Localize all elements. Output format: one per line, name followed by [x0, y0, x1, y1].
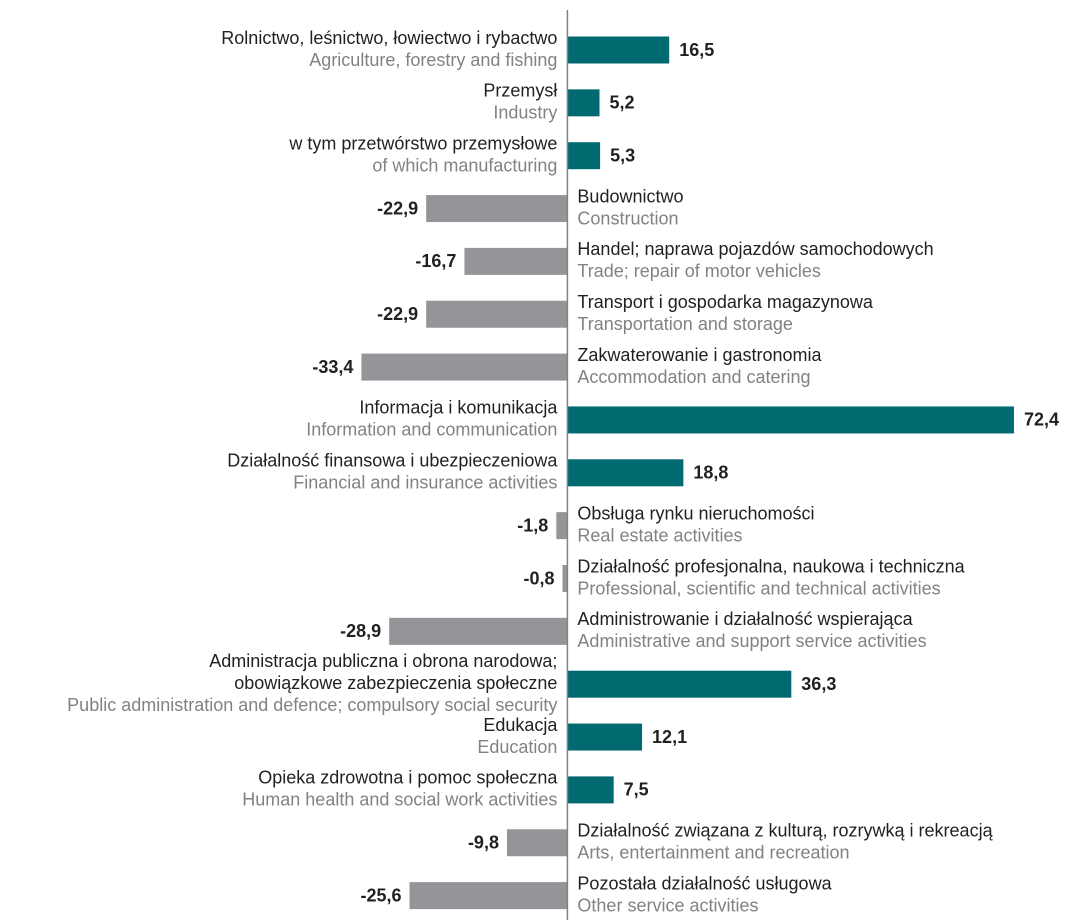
category-label-en: Agriculture, forestry and fishing: [309, 50, 557, 70]
bar: [361, 353, 568, 381]
category-label-en: Other service activities: [577, 895, 758, 915]
category-label: Administrowanie i działalność wspierając…: [577, 609, 913, 629]
category-label: Edukacja: [483, 715, 558, 735]
value-label: 72,4: [1024, 410, 1059, 430]
category-label: Zakwaterowanie i gastronomia: [577, 345, 822, 365]
bar: [506, 829, 568, 857]
category-label-en: Financial and insurance activities: [293, 473, 557, 493]
category-label-en: Education: [477, 737, 557, 757]
category-label: Pozostała działalność usługowa: [577, 873, 832, 893]
category-label-en: Professional, scientific and technical a…: [577, 578, 940, 598]
value-label: 5,2: [609, 93, 634, 113]
category-label: Przemysł: [483, 81, 557, 101]
bar: [464, 247, 568, 275]
value-label: -9,8: [468, 833, 499, 853]
bar: [567, 776, 614, 804]
category-label-en: Industry: [493, 103, 557, 123]
bar: [567, 142, 601, 170]
category-label-en: Construction: [577, 208, 678, 228]
bar: [556, 512, 568, 540]
category-label: Działalność związana z kulturą, rozrywką…: [577, 821, 993, 841]
category-label: Rolnictwo, leśnictwo, łowiectwo i rybact…: [221, 28, 557, 48]
value-label: -25,6: [360, 885, 401, 905]
category-label: Budownictwo: [577, 186, 683, 206]
value-label: -0,8: [523, 568, 554, 588]
bar: [567, 670, 792, 698]
bar: [567, 723, 643, 751]
value-label: 12,1: [652, 727, 687, 747]
category-label-en: Accommodation and catering: [577, 367, 810, 387]
category-label-en: Information and communication: [306, 420, 557, 440]
category-label-en: Public administration and defence; compu…: [67, 695, 557, 715]
value-label: 18,8: [693, 463, 728, 483]
category-label-en: Administrative and support service activ…: [577, 631, 926, 651]
category-label-en: Transportation and storage: [577, 314, 792, 334]
value-label: -22,9: [377, 198, 418, 218]
category-label: Obsługa rynku nieruchomości: [577, 503, 814, 523]
category-label: Działalność finansowa i ubezpieczeniowa: [227, 451, 558, 471]
category-label: Administracja publiczna i obrona narodow…: [209, 651, 557, 671]
value-label: 36,3: [801, 674, 836, 694]
value-label: -16,7: [415, 251, 456, 271]
bar: [567, 459, 684, 487]
bar: [409, 882, 568, 910]
category-label-en: Trade; repair of motor vehicles: [577, 261, 820, 281]
bar: [567, 406, 1014, 434]
category-label-en: Human health and social work activities: [242, 790, 557, 810]
category-label: Informacja i komunikacja: [359, 398, 558, 418]
category-label: w tym przetwórstwo przemysłowe: [288, 133, 557, 153]
category-label-en: Real estate activities: [577, 525, 742, 545]
category-label-en: Arts, entertainment and recreation: [577, 843, 849, 863]
bar: [426, 195, 568, 223]
category-label-en: of which manufacturing: [372, 155, 557, 175]
bar: [562, 565, 568, 592]
category-label: Opieka zdrowotna i pomoc społeczna: [258, 768, 558, 788]
bar: [567, 36, 670, 64]
value-label: 7,5: [624, 780, 649, 800]
value-label: -28,9: [340, 621, 381, 641]
value-label: 16,5: [679, 40, 714, 60]
category-label: Handel; naprawa pojazdów samochodowych: [577, 239, 933, 259]
value-label: -1,8: [517, 515, 548, 535]
value-label: 5,3: [610, 145, 635, 165]
category-label: obowiązkowe zabezpieczenia społeczne: [234, 673, 557, 693]
category-label: Działalność profesjonalna, naukowa i tec…: [577, 556, 965, 576]
category-label: Transport i gospodarka magazynowa: [577, 292, 873, 312]
value-label: -33,4: [312, 357, 353, 377]
bar: [426, 300, 568, 328]
bar: [389, 617, 568, 645]
bar: [567, 89, 600, 117]
value-label: -22,9: [377, 304, 418, 324]
